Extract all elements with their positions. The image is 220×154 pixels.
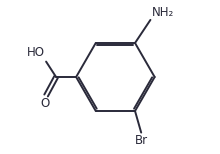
Text: Br: Br xyxy=(135,134,148,147)
Text: O: O xyxy=(40,97,49,110)
Text: HO: HO xyxy=(27,46,45,59)
Text: NH₂: NH₂ xyxy=(152,6,174,19)
